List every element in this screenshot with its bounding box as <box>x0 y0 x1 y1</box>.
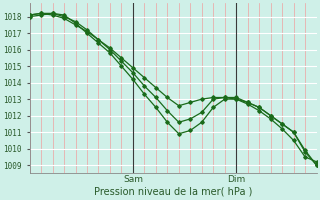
X-axis label: Pression niveau de la mer( hPa ): Pression niveau de la mer( hPa ) <box>94 187 252 197</box>
